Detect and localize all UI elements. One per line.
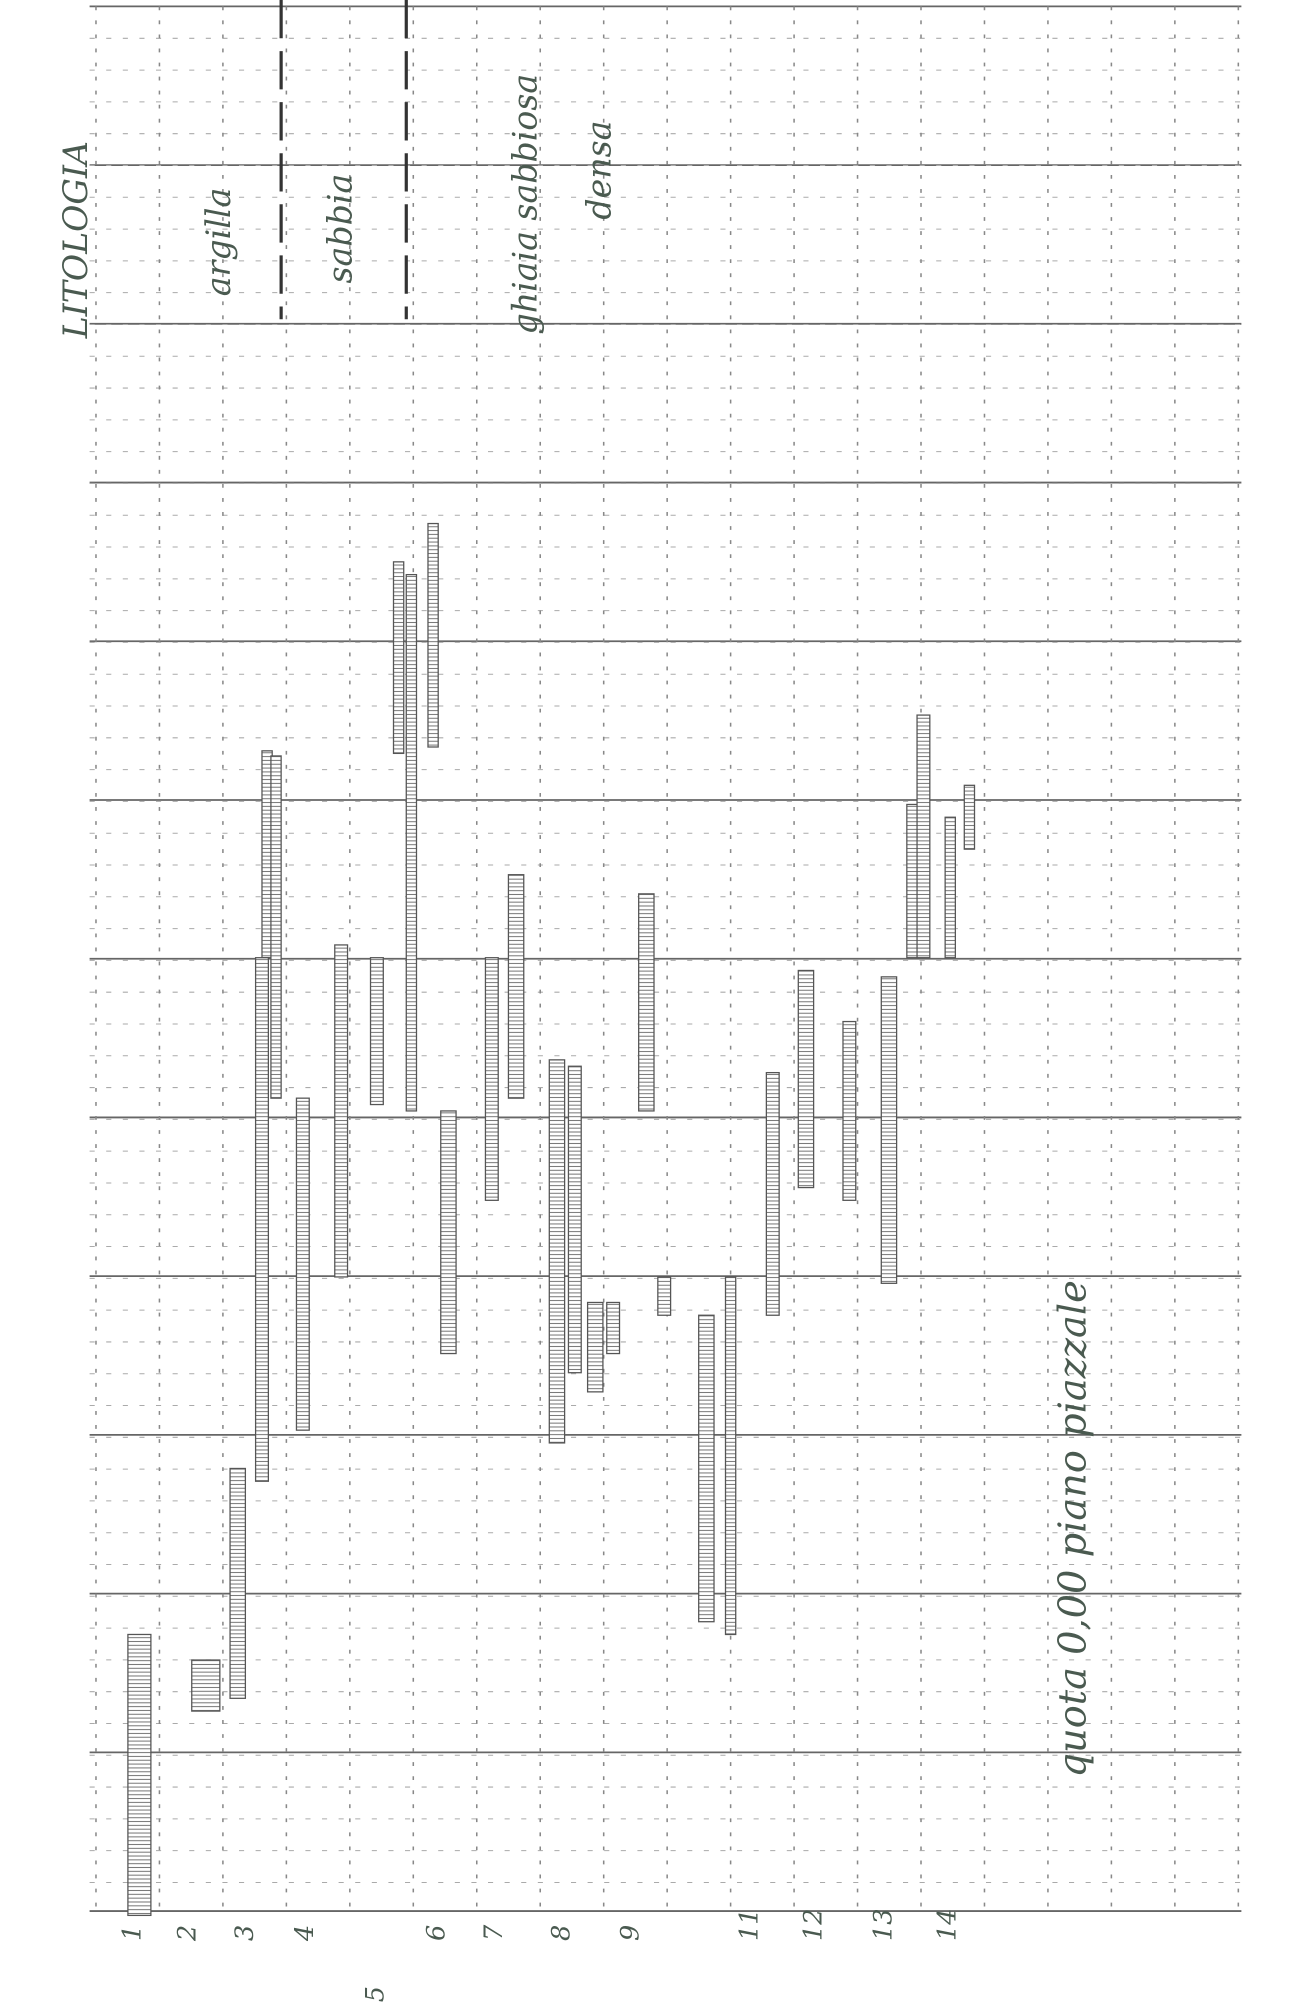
column-number: 12 [798, 1908, 828, 1940]
column-number: 14 [932, 1908, 962, 1940]
column-number: 4 [290, 1925, 320, 1942]
column-number: 6 [422, 1925, 452, 1941]
log-bar [230, 1468, 245, 1698]
log-bar [256, 958, 269, 1482]
column-number: 3 [230, 1925, 260, 1941]
log-bar [485, 958, 498, 1201]
log-bar [406, 575, 416, 1111]
log-bar [964, 785, 974, 849]
column-number: 8 [547, 1925, 577, 1941]
legend-item: ghiaia sabbiosa [506, 74, 545, 335]
log-bar [881, 977, 896, 1283]
log-bar [699, 1315, 714, 1621]
log-bar [508, 875, 523, 1098]
log-columns [128, 524, 975, 1916]
note: quota 0,00 piano piazzale [1051, 1280, 1096, 1777]
column-number: 9 [616, 1925, 646, 1941]
legend-item: argilla [199, 188, 238, 297]
column-number: 7 [479, 1924, 509, 1941]
log-bar [128, 1634, 151, 1915]
log-bar [607, 1302, 620, 1353]
log-bar [639, 894, 654, 1111]
log-bar [549, 1060, 564, 1443]
log-bar [798, 970, 813, 1187]
log-bar [588, 1302, 603, 1391]
column-number: 11 [734, 1908, 764, 1940]
log-bar [658, 1277, 671, 1315]
log-bar [766, 1073, 779, 1316]
log-bar [296, 1098, 309, 1430]
log-bar [192, 1660, 220, 1711]
log-bar [726, 1277, 736, 1635]
log-bar [843, 1022, 856, 1201]
log-bar [441, 1111, 456, 1354]
log-bar [917, 715, 930, 958]
legend-item: sabbia [320, 174, 359, 284]
log-bar [371, 958, 384, 1105]
log-bar [945, 817, 955, 957]
log-bar [271, 756, 281, 1098]
log-bar [394, 562, 404, 754]
column-number: 1 [118, 1925, 148, 1941]
log-bar [428, 524, 438, 747]
log-bar [335, 945, 348, 1277]
column-number: 2 [173, 1925, 203, 1942]
column-number: 5 [360, 1986, 390, 2002]
log-sheet: LITOLOGIA argilla sabbia ghiaia sabbiosa… [0, 0, 1308, 2015]
log-bar [568, 1066, 581, 1372]
legend-item: densa [580, 121, 619, 220]
title: LITOLOGIA [56, 141, 95, 339]
column-number: 13 [869, 1908, 899, 1940]
